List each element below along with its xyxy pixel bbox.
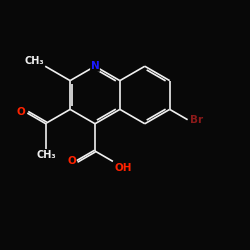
Text: N: N — [90, 61, 100, 71]
Text: CH₃: CH₃ — [24, 56, 44, 66]
Text: OH: OH — [114, 163, 132, 173]
Text: O: O — [16, 107, 25, 117]
Text: O: O — [67, 156, 76, 166]
Text: Br: Br — [190, 115, 203, 125]
Text: CH₃: CH₃ — [37, 150, 56, 160]
